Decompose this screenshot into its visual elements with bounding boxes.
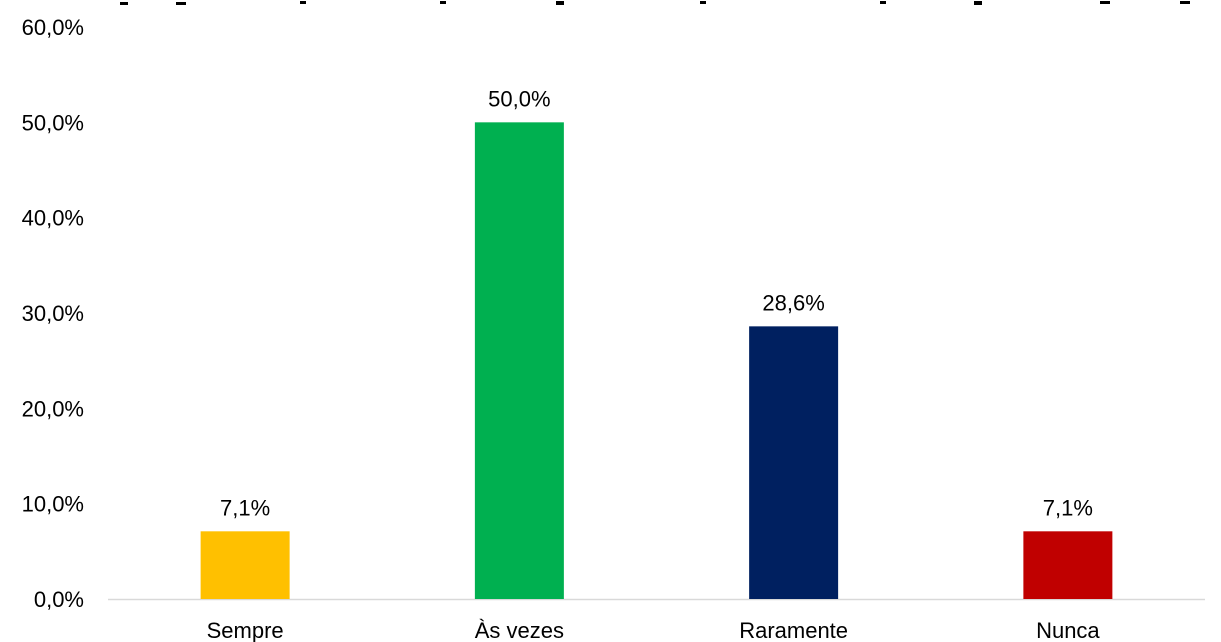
category-label: Raramente xyxy=(739,618,848,642)
bar xyxy=(474,122,564,599)
category-label: Às vezes xyxy=(475,618,564,642)
title-fragment xyxy=(176,2,186,5)
title-fragment xyxy=(300,1,306,4)
y-tick-label: 60,0% xyxy=(22,15,84,40)
data-label: 7,1% xyxy=(220,495,270,520)
title-fragment xyxy=(120,2,128,5)
bars-group xyxy=(200,122,1113,599)
cropped-title-remnant xyxy=(120,1,1190,5)
bar xyxy=(200,531,290,599)
data-label: 7,1% xyxy=(1043,495,1093,520)
category-label: Nunca xyxy=(1036,618,1100,642)
y-tick-label: 10,0% xyxy=(22,492,84,517)
title-fragment xyxy=(1180,1,1190,4)
y-tick-label: 30,0% xyxy=(22,301,84,326)
bar xyxy=(1023,531,1113,599)
y-tick-label: 40,0% xyxy=(22,206,84,231)
title-fragment xyxy=(700,1,706,4)
y-tick-label: 0,0% xyxy=(34,587,84,612)
y-tick-label: 50,0% xyxy=(22,110,84,135)
data-label: 28,6% xyxy=(762,290,824,315)
data-label: 50,0% xyxy=(488,86,550,111)
title-fragment xyxy=(880,1,886,4)
title-fragment xyxy=(440,1,446,4)
category-label: Sempre xyxy=(207,618,284,642)
title-fragment xyxy=(974,1,982,5)
y-axis-tick-labels: 0,0% 10,0% 20,0% 30,0% 40,0% 50,0% 60,0% xyxy=(22,15,84,612)
data-labels-group: 7,1% 50,0% 28,6% 7,1% xyxy=(220,86,1093,520)
bar xyxy=(749,326,839,599)
y-tick-label: 20,0% xyxy=(22,396,84,421)
category-labels-group: Sempre Às vezes Raramente Nunca xyxy=(207,618,1101,642)
title-fragment xyxy=(1100,1,1110,4)
title-fragment xyxy=(556,1,564,5)
